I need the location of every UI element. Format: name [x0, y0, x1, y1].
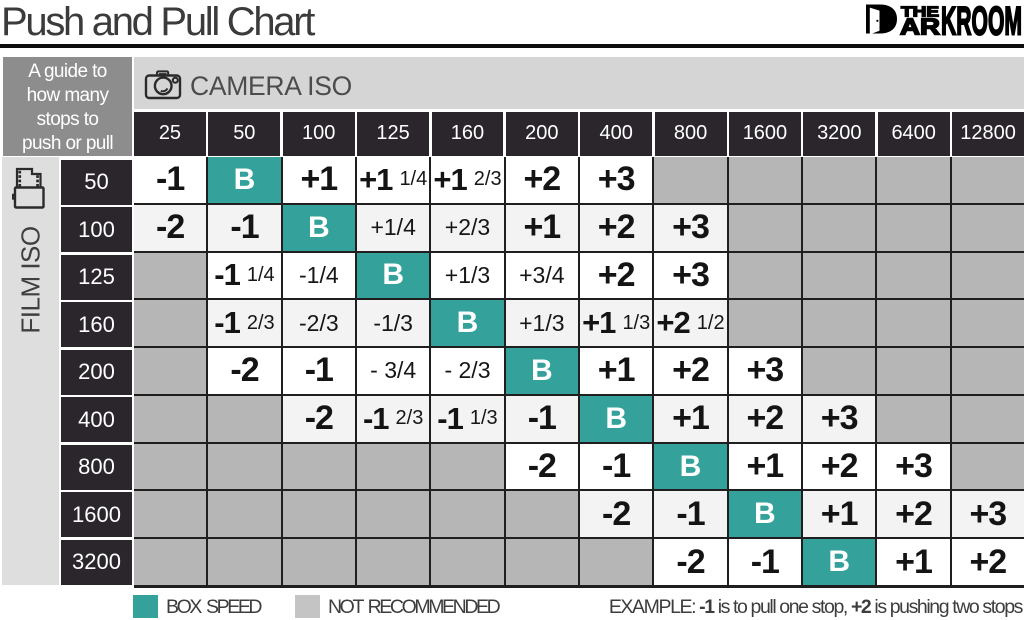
- svg-text:AR: AR: [900, 14, 940, 37]
- svg-text:KROOM: KROOM: [941, 4, 1022, 36]
- svg-text:THE: THE: [901, 4, 939, 21]
